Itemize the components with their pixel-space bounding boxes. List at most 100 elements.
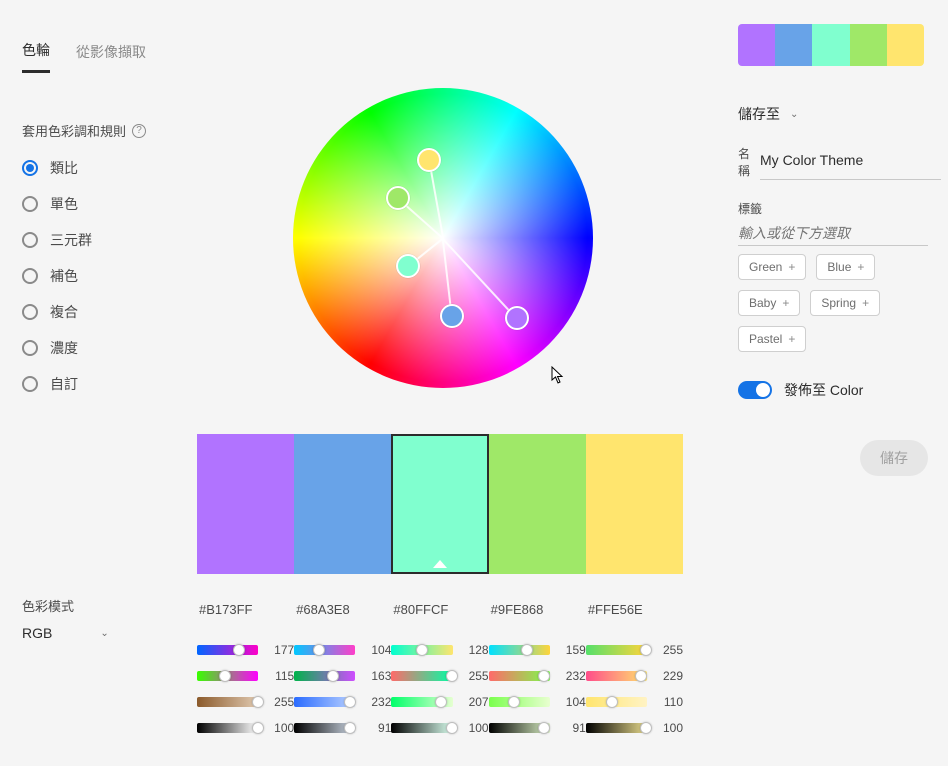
tag-chip-pastel[interactable]: Pastel+: [738, 326, 806, 352]
tag-chip-baby[interactable]: Baby+: [738, 290, 800, 316]
slider-2-2[interactable]: [391, 697, 452, 707]
color-wheel[interactable]: [197, 88, 697, 408]
slider-1-2[interactable]: [294, 697, 355, 707]
harmony-radio-2[interactable]: 三元群: [22, 230, 182, 250]
radio-label: 濃度: [50, 338, 78, 358]
slider-thumb[interactable]: [521, 644, 533, 656]
slider-1-1[interactable]: [294, 671, 355, 681]
save-button[interactable]: 儲存: [860, 440, 928, 476]
slider-1-3[interactable]: [294, 723, 355, 733]
slider-thumb[interactable]: [538, 670, 550, 682]
slider-value[interactable]: 232: [558, 669, 586, 683]
slider-thumb[interactable]: [327, 670, 339, 682]
slider-value[interactable]: 229: [655, 669, 683, 683]
harmony-radio-1[interactable]: 單色: [22, 194, 182, 214]
slider-value[interactable]: 104: [558, 695, 586, 709]
color-mode-select[interactable]: RGB ⌄: [22, 625, 109, 641]
slider-value[interactable]: 177: [266, 643, 294, 657]
slider-value[interactable]: 100: [655, 721, 683, 735]
slider-thumb[interactable]: [446, 670, 458, 682]
slider-value[interactable]: 91: [363, 721, 391, 735]
hex-value-0[interactable]: #B173FF: [197, 602, 294, 617]
slider-value[interactable]: 159: [558, 643, 586, 657]
slider-value[interactable]: 100: [461, 721, 489, 735]
slider-thumb[interactable]: [344, 722, 356, 734]
slider-thumb[interactable]: [640, 644, 652, 656]
slider-value[interactable]: 91: [558, 721, 586, 735]
wheel-anchor-4[interactable]: [505, 306, 529, 330]
slider-4-0[interactable]: [586, 645, 647, 655]
swatch-4[interactable]: [586, 434, 683, 574]
swatch-2[interactable]: [391, 434, 488, 574]
slider-4-3[interactable]: [586, 723, 647, 733]
slider-2-3[interactable]: [391, 723, 452, 733]
plus-icon: +: [857, 260, 864, 274]
slider-thumb[interactable]: [233, 644, 245, 656]
harmony-radio-0[interactable]: 類比: [22, 158, 182, 178]
slider-0-1[interactable]: [197, 671, 258, 681]
slider-3-0[interactable]: [489, 645, 550, 655]
hex-value-3[interactable]: #9FE868: [489, 602, 586, 617]
slider-thumb[interactable]: [508, 696, 520, 708]
slider-0-0[interactable]: [197, 645, 258, 655]
slider-value[interactable]: 255: [655, 643, 683, 657]
slider-3-1[interactable]: [489, 671, 550, 681]
theme-name-input[interactable]: [760, 146, 941, 180]
publish-toggle[interactable]: [738, 381, 772, 399]
tag-chip-blue[interactable]: Blue+: [816, 254, 875, 280]
harmony-radio-3[interactable]: 補色: [22, 266, 182, 286]
slider-thumb[interactable]: [219, 670, 231, 682]
harmony-radio-5[interactable]: 濃度: [22, 338, 182, 358]
hex-value-4[interactable]: #FFE56E: [586, 602, 683, 617]
slider-value[interactable]: 163: [363, 669, 391, 683]
slider-thumb[interactable]: [252, 722, 264, 734]
slider-value[interactable]: 110: [655, 695, 683, 709]
wheel-anchor-1[interactable]: [386, 186, 410, 210]
slider-4-2[interactable]: [586, 697, 647, 707]
harmony-radio-4[interactable]: 複合: [22, 302, 182, 322]
slider-thumb[interactable]: [435, 696, 447, 708]
swatch-0[interactable]: [197, 434, 294, 574]
slider-thumb[interactable]: [252, 696, 264, 708]
slider-thumb[interactable]: [538, 722, 550, 734]
slider-value[interactable]: 115: [266, 669, 294, 683]
tag-chip-green[interactable]: Green+: [738, 254, 806, 280]
slider-thumb[interactable]: [344, 696, 356, 708]
swatch-1[interactable]: [294, 434, 391, 574]
tags-input[interactable]: [738, 225, 928, 246]
tab-color-wheel[interactable]: 色輪: [22, 40, 50, 73]
harmony-radio-6[interactable]: 自訂: [22, 374, 182, 394]
slider-4-1[interactable]: [586, 671, 647, 681]
tab-extract-from-image[interactable]: 從影像擷取: [76, 42, 146, 72]
slider-3-3[interactable]: [489, 723, 550, 733]
wheel-anchor-0[interactable]: [417, 148, 441, 172]
slider-0-2[interactable]: [197, 697, 258, 707]
slider-value[interactable]: 128: [461, 643, 489, 657]
slider-thumb[interactable]: [635, 670, 647, 682]
hex-value-1[interactable]: #68A3E8: [294, 602, 391, 617]
slider-thumb[interactable]: [640, 722, 652, 734]
hex-value-2[interactable]: #80FFCF: [391, 602, 488, 617]
slider-thumb[interactable]: [416, 644, 428, 656]
slider-1-0[interactable]: [294, 645, 355, 655]
slider-thumb[interactable]: [606, 696, 618, 708]
wheel-anchor-3[interactable]: [440, 304, 464, 328]
slider-thumb[interactable]: [446, 722, 458, 734]
slider-value[interactable]: 232: [363, 695, 391, 709]
slider-2-0[interactable]: [391, 645, 452, 655]
help-icon[interactable]: ?: [132, 124, 146, 138]
slider-value[interactable]: 255: [461, 669, 489, 683]
slider-value[interactable]: 100: [266, 721, 294, 735]
wheel-anchor-2[interactable]: [396, 254, 420, 278]
slider-value[interactable]: 255: [266, 695, 294, 709]
slider-0-3[interactable]: [197, 723, 258, 733]
slider-2-1[interactable]: [391, 671, 452, 681]
swatch-3[interactable]: [489, 434, 586, 574]
slider-thumb[interactable]: [313, 644, 325, 656]
slider-value[interactable]: 104: [363, 643, 391, 657]
save-to-dropdown[interactable]: 儲存至 ⌄: [738, 104, 928, 124]
tag-chip-spring[interactable]: Spring+: [810, 290, 880, 316]
slider-value[interactable]: 207: [461, 695, 489, 709]
radio-icon: [22, 196, 38, 212]
slider-3-2[interactable]: [489, 697, 550, 707]
